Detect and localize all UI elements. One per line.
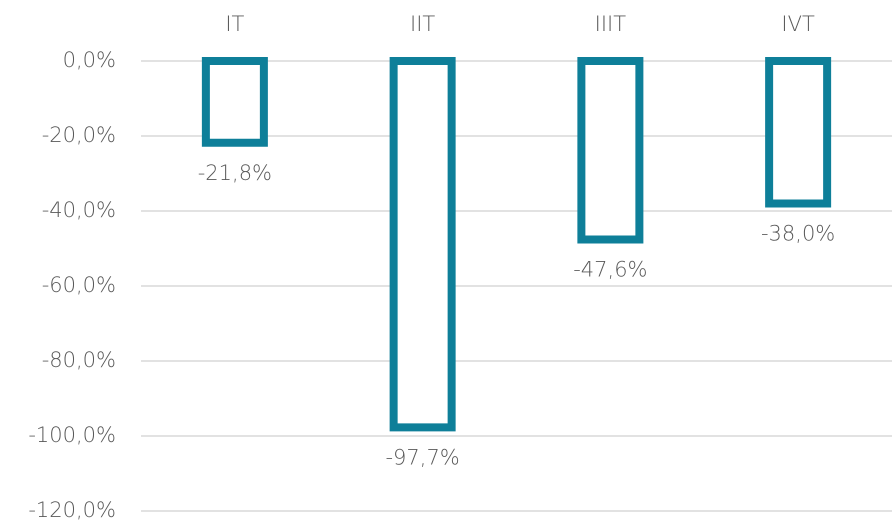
bar [201,57,268,147]
data-label: -97,7% [385,445,459,469]
y-tick-label: 0,0% [63,48,116,72]
x-tick-label: IIIT [595,12,627,36]
y-tick-label: -80,0% [42,348,116,372]
y-tick-label: -60,0% [42,273,116,297]
x-tick-label: IT [225,12,244,36]
data-label: -47,6% [573,258,647,282]
bar [389,57,456,432]
bar [577,57,644,244]
y-tick-label: -100,0% [28,423,116,447]
data-label: -21,8% [198,161,272,185]
x-tick-label: IVT [781,12,815,36]
y-tick-label: -40,0% [42,198,116,222]
bar [765,57,832,208]
data-label: -38,0% [761,222,835,246]
x-tick-label: IIT [410,12,435,36]
y-tick-label: -20,0% [42,123,116,147]
y-tick-label: -120,0% [28,498,116,522]
